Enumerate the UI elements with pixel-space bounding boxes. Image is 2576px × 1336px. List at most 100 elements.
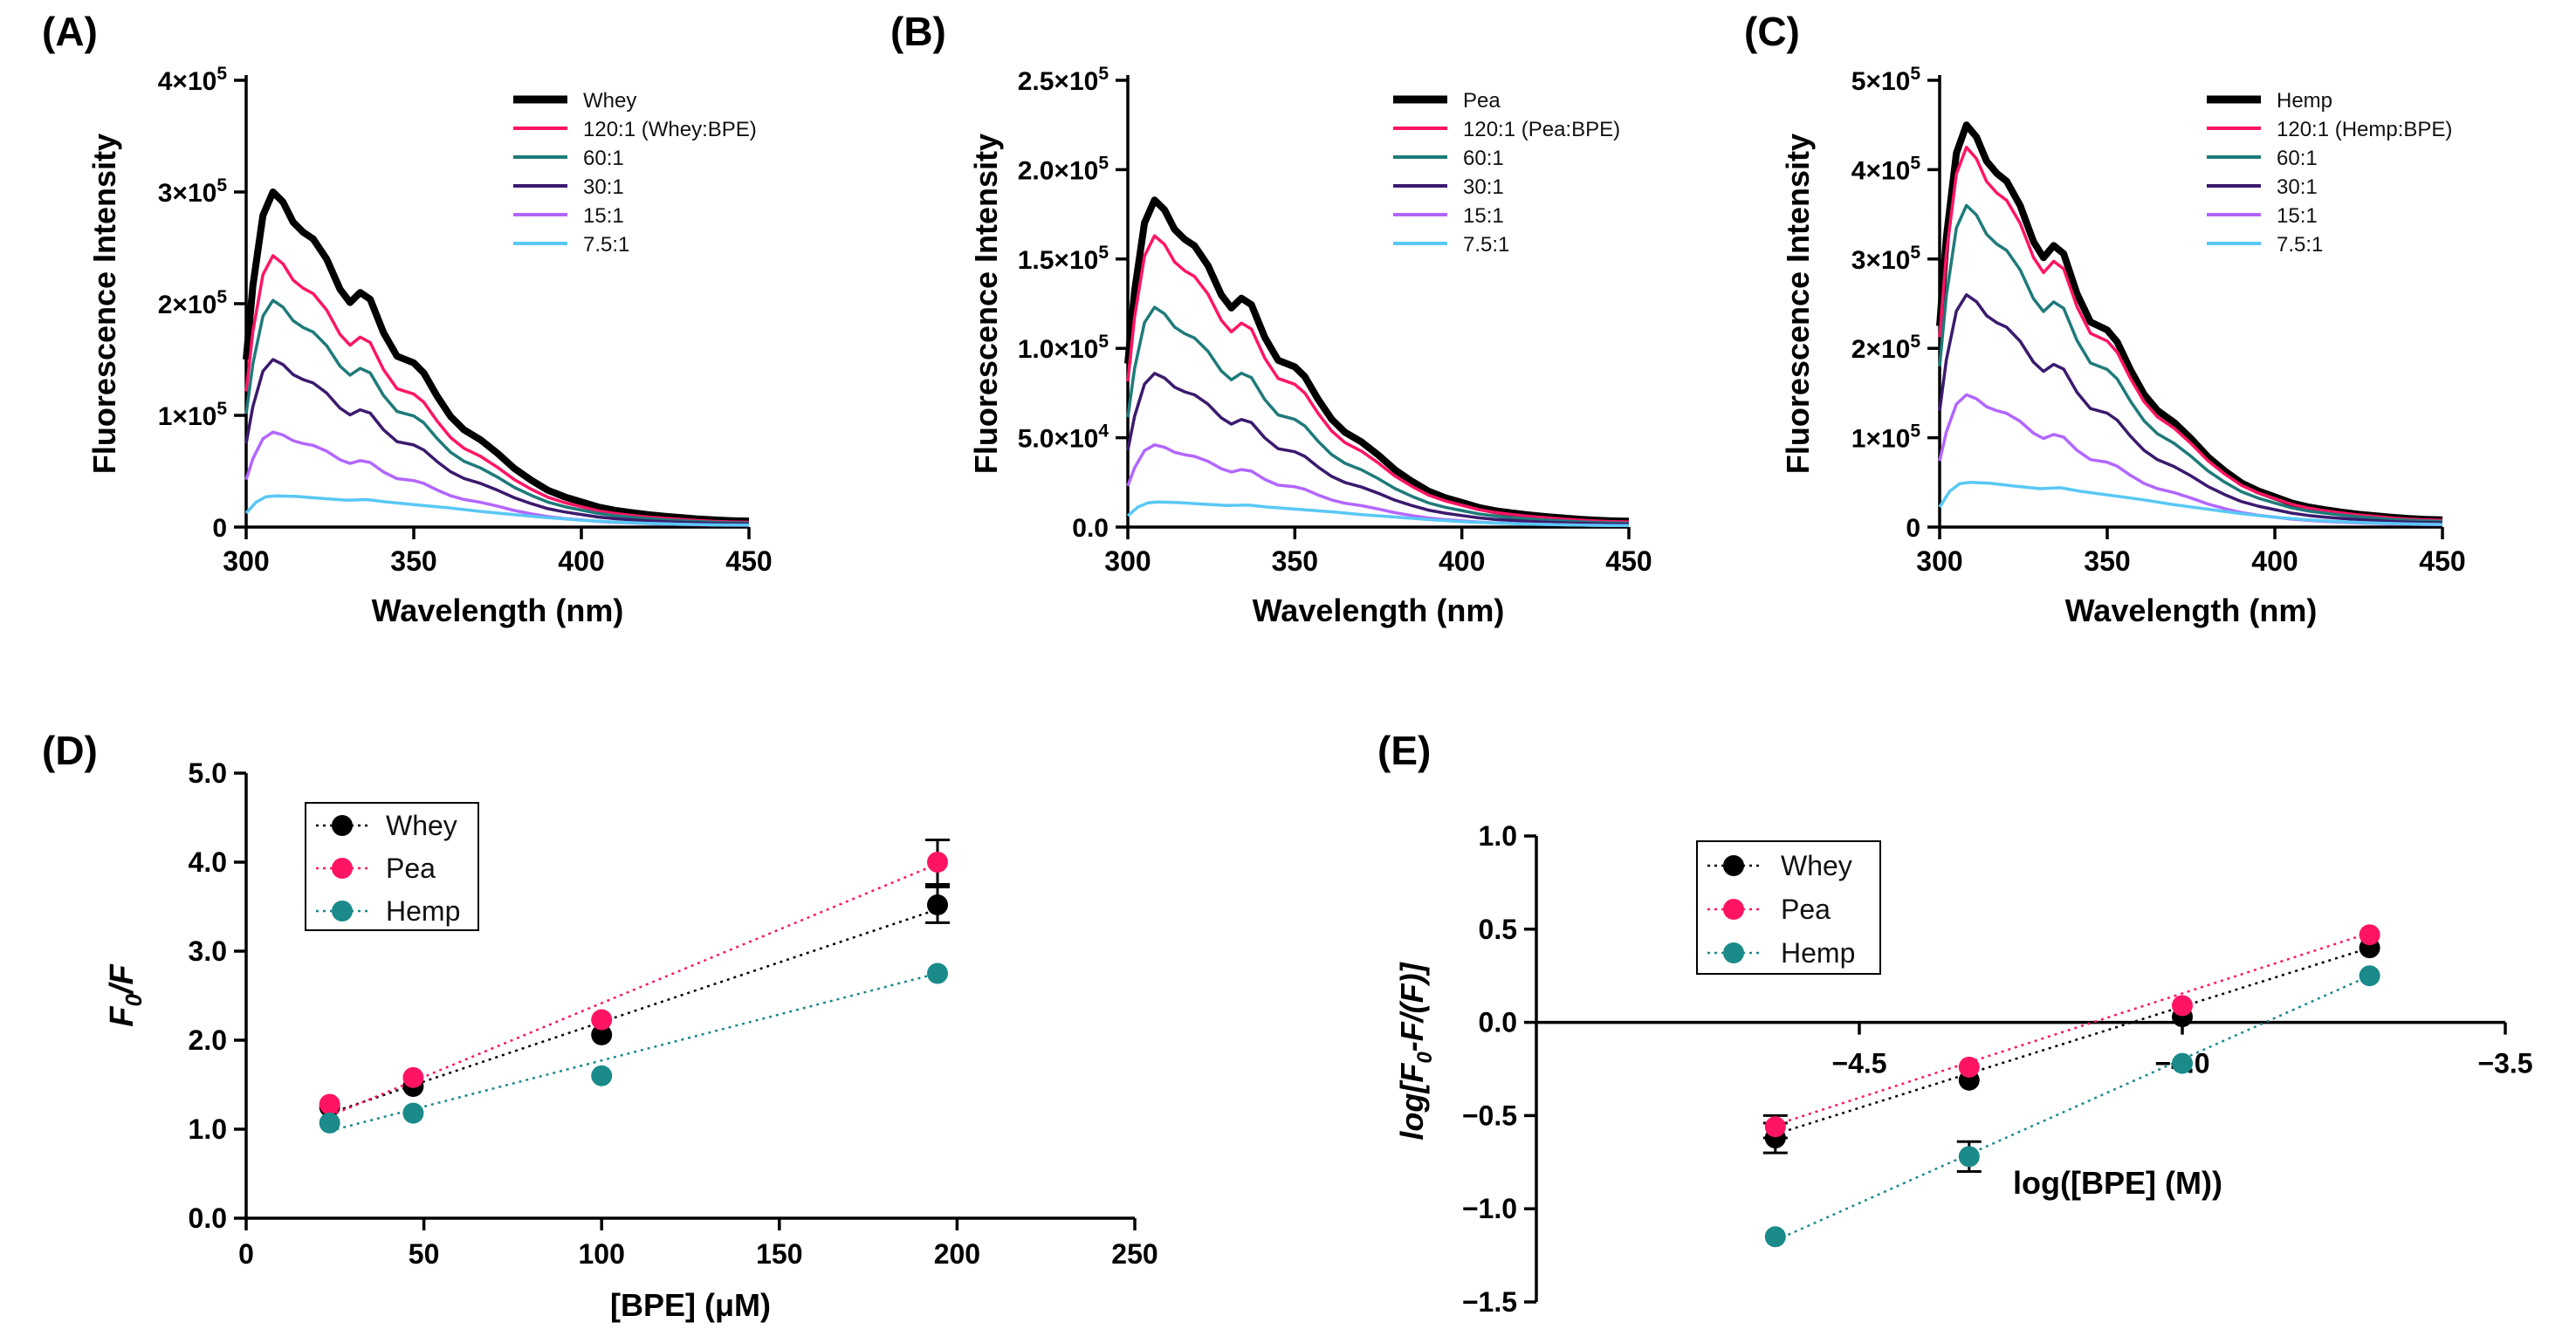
legend-label: 7.5:1: [583, 233, 629, 257]
legend-label: 120:1 (Whey:BPE): [583, 118, 757, 141]
legend-label: Pea: [1463, 89, 1501, 113]
legend-marker: [1723, 855, 1744, 876]
panel-label-e: (E): [1377, 728, 1431, 773]
y-tick-label: 3×105: [158, 175, 228, 208]
fit-line-whey: [329, 908, 938, 1114]
panel-c: 0 1×105 2×105 3×105 4×105 5×105 300 350 400 450 Wa…: [1780, 64, 2466, 628]
data-point-hemp: [591, 1065, 613, 1086]
y-tick-label: −1.0: [1462, 1193, 1517, 1224]
data-point-pea: [319, 1093, 340, 1115]
y-tick-label: 1.5×105: [1018, 243, 1109, 275]
y-tick-label: 4×105: [158, 64, 228, 96]
data-point-hemp: [2172, 1052, 2193, 1074]
data-point-hemp: [1958, 1146, 1980, 1168]
legend-label: Pea: [1781, 894, 1831, 925]
series-line-30-1: [1938, 293, 2443, 524]
data-point-hemp: [319, 1112, 340, 1134]
legend-marker: [332, 815, 353, 836]
x-tick-label: 300: [223, 545, 269, 577]
y-axis-label: Fluorescence Intensity: [1780, 134, 1816, 474]
series-line-protein: [1124, 196, 1630, 525]
y-tick-label: 2×105: [158, 287, 228, 319]
legend-label: 120:1 (Hemp:BPE): [2277, 118, 2452, 141]
y-tick-label: 4.0: [189, 846, 227, 878]
legend-marker: [1723, 899, 1744, 920]
x-tick-label: 100: [579, 1238, 625, 1270]
legend-label: 15:1: [1463, 204, 1504, 228]
x-axis-label: log([BPE] (M)): [2013, 1165, 2222, 1201]
y-tick-label: 1.0×105: [1018, 332, 1109, 364]
legend-label: Whey: [386, 810, 457, 841]
y-tick-label: −0.5: [1462, 1100, 1517, 1131]
series-line-30-1: [244, 358, 750, 526]
y-tick-label: 2.0×105: [1018, 153, 1109, 185]
series-line-120-1-hemp-bpe-: [1938, 146, 2443, 522]
x-axis-label: [BPE] (μM): [610, 1287, 771, 1323]
panel-label-a: (A): [42, 9, 98, 54]
series-line-15-1: [1938, 393, 2443, 527]
data-point-pea: [927, 852, 949, 873]
y-tick-label: 0.0: [1072, 514, 1109, 543]
y-tick-label: 2×105: [1851, 332, 1921, 364]
y-tick-label: 2.5×105: [1018, 64, 1109, 96]
y-tick-label: 0.0: [189, 1202, 227, 1234]
data-point-hemp: [927, 963, 949, 984]
y-tick-label: 5.0: [189, 757, 227, 789]
legend-label: Hemp: [386, 895, 460, 927]
legend-label: 60:1: [1463, 147, 1504, 170]
y-axis-label: Fluorescence Intensity: [86, 134, 122, 474]
y-tick-label: 1×105: [158, 399, 228, 431]
legend-marker: [332, 858, 353, 879]
y-tick-label: 0: [212, 514, 227, 543]
x-tick-label: 0: [238, 1238, 254, 1270]
panel-e: 1.00.50.0−0.5−1.0−1.5−4.5−4.0−3.5log([BP…: [1394, 820, 2533, 1318]
y-tick-label: 0.0: [1479, 1007, 1517, 1038]
legend-marker: [332, 901, 353, 921]
series-line-120-1-whey-bpe-: [244, 254, 750, 524]
data-point-hemp: [2359, 965, 2380, 987]
x-axis-label: Wavelength (nm): [2065, 593, 2318, 628]
legend-label: Hemp: [2277, 89, 2332, 113]
x-tick-label: 450: [725, 545, 772, 577]
legend-label: 30:1: [2277, 175, 2318, 199]
data-point-hemp: [402, 1102, 424, 1124]
y-axis-label: F0/F: [104, 963, 147, 1026]
legend-marker: [1723, 942, 1744, 963]
x-tick-label: 400: [558, 545, 604, 577]
y-tick-label: 1.0: [189, 1113, 227, 1145]
x-tick-label: −4.5: [1831, 1048, 1886, 1079]
panel-label-d: (D): [42, 728, 98, 773]
series-line-60-1: [244, 298, 750, 525]
legend-label: 120:1 (Pea:BPE): [1463, 118, 1620, 141]
y-tick-label: −1.5: [1462, 1286, 1517, 1318]
y-tick-label: 0.5: [1479, 914, 1517, 945]
panel-label-b: (B): [890, 9, 946, 54]
legend-label: Hemp: [1781, 937, 1855, 969]
y-tick-label: 0: [1906, 514, 1920, 543]
legend-label: 7.5:1: [2277, 233, 2323, 257]
legend-label: Pea: [386, 853, 436, 884]
panel-d: 0.0 1.0 2.0 3.0 4.0 5.0 0 50 100 150 200 250 [BPE] (…: [104, 757, 1158, 1323]
x-tick-label: 300: [1104, 545, 1151, 577]
y-tick-label: 2.0: [189, 1024, 227, 1056]
legend-label: 60:1: [2277, 147, 2318, 170]
legend-label: 7.5:1: [1463, 233, 1509, 257]
y-tick-label: 1×105: [1851, 421, 1921, 454]
fit-line-pea: [329, 862, 938, 1117]
x-tick-label: 450: [2419, 545, 2465, 577]
x-tick-label: 350: [390, 545, 436, 577]
y-tick-label: 3×105: [1851, 243, 1921, 275]
panel-a: 0 1×105 2×105 3×105 4×105 300 350 400 450 Wavelen…: [86, 64, 773, 628]
series-line-60-1: [1938, 203, 2443, 524]
legend-label: Whey: [583, 89, 636, 113]
data-point-pea: [1958, 1056, 1980, 1078]
series-line-30-1: [1126, 372, 1630, 526]
legend-label: 30:1: [1463, 175, 1504, 199]
legend-label: Whey: [1781, 850, 1852, 881]
legend-label: 30:1: [583, 175, 624, 199]
x-tick-label: −3.5: [2477, 1048, 2532, 1079]
data-point-pea: [402, 1066, 424, 1088]
y-tick-label: 5×105: [1851, 64, 1921, 96]
data-point-pea: [591, 1009, 613, 1031]
